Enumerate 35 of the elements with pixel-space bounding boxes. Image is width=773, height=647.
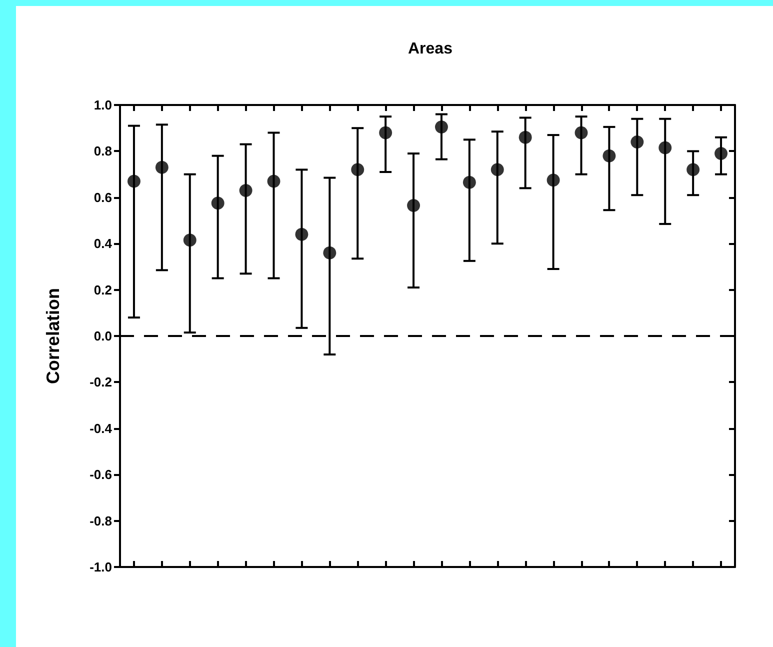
point [323,246,336,260]
point [183,234,196,247]
point [407,198,420,212]
point [574,126,588,140]
point [546,174,560,187]
y-tick-label: -0.4 [90,420,113,436]
y-tick-label: -0.8 [90,513,112,528]
point [686,163,700,176]
point [127,174,140,188]
point [630,135,644,148]
y-tick-label: -0.6 [90,467,112,482]
point [351,163,364,176]
point [379,126,392,140]
y-tick-label: 0.8 [94,144,112,159]
point [518,130,532,144]
y-tick-label: 0.4 [94,236,113,252]
point [211,196,224,210]
y-tick-label: 0.2 [94,282,112,298]
point [295,228,308,241]
point [658,141,672,154]
y-tick-label: -1.0 [90,560,112,574]
point [239,184,252,197]
y-tick-label: 0.0 [94,328,112,344]
point [155,160,168,174]
y-axis-title: Correlation [43,288,63,384]
point [602,149,616,162]
point [462,176,476,189]
point [434,120,448,134]
point [714,147,728,160]
point [267,174,280,188]
point [490,163,504,176]
y-tick-label: 0.6 [94,190,112,205]
y-tick-label: 1.0 [94,98,112,112]
chart-title: Areas [408,40,453,58]
y-tick-label: -0.2 [90,374,112,390]
